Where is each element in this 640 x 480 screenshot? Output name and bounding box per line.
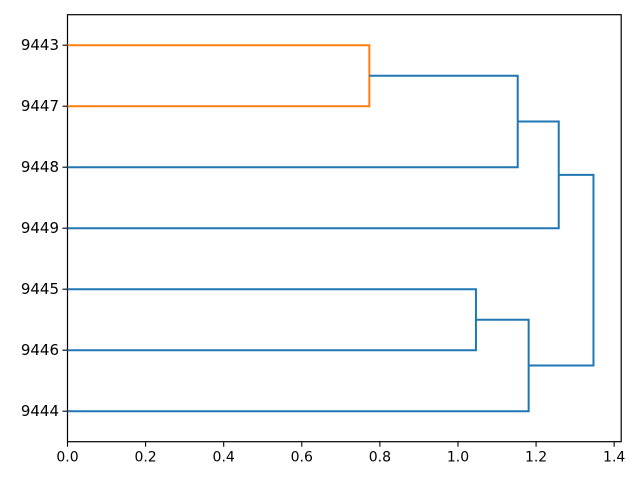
dendrogram-link-3: [67, 318, 530, 413]
x-tick-label-6: 1.2: [525, 450, 547, 466]
x-tick-label-4: 0.8: [369, 450, 391, 466]
leaf-label-9443: 9443: [21, 36, 59, 54]
x-tick-label-7: 1.4: [603, 450, 625, 466]
leaf-label-9448: 9448: [21, 158, 59, 176]
dendrogram-link-4: [67, 120, 560, 230]
x-tick-label-2: 0.4: [213, 450, 235, 466]
leaf-label-9445: 9445: [21, 280, 59, 298]
x-tick-label-3: 0.6: [291, 450, 313, 466]
leaf-label-9447: 9447: [21, 97, 59, 115]
leaf-label-9449: 9449: [21, 219, 59, 237]
dendrogram-link-5: [528, 173, 595, 367]
x-tick-label-1: 0.2: [134, 450, 156, 466]
leaf-label-9446: 9446: [21, 341, 59, 359]
leaf-label-9444: 9444: [21, 402, 59, 420]
x-tick-label-5: 1.0: [447, 450, 469, 466]
x-tick-label-0: 0.0: [56, 450, 78, 466]
